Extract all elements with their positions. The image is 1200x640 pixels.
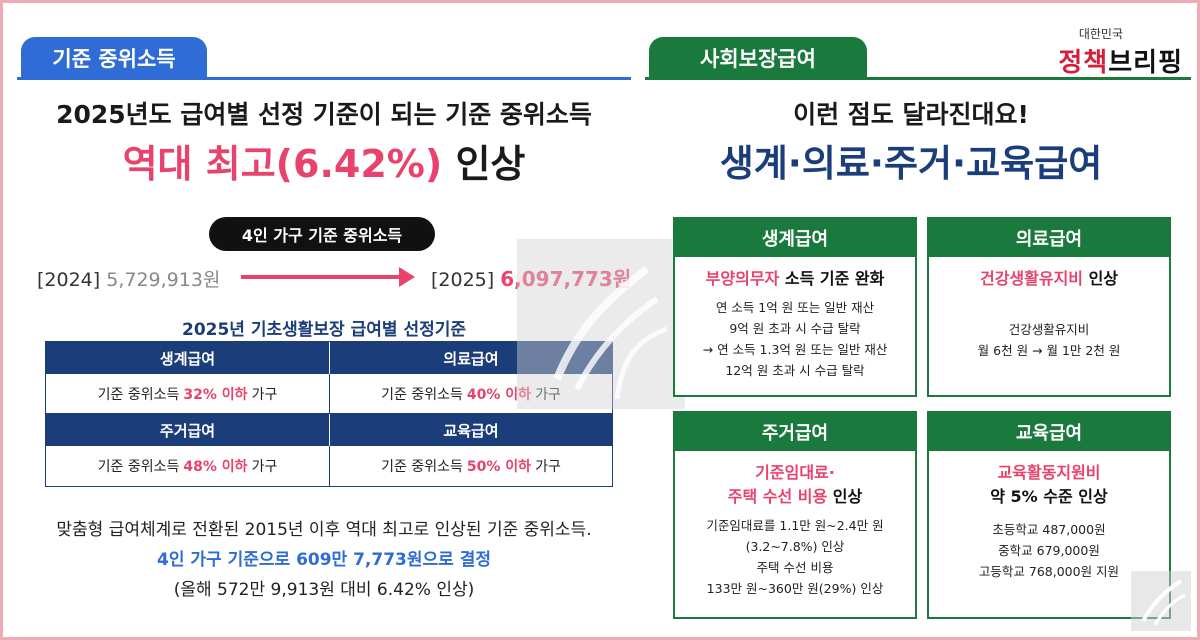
card-text: 초등학교 487,000원 중학교 679,000원 고등학교 768,000원… [929, 519, 1169, 582]
section-tab-median-income: 기준 중위소득 [21, 37, 207, 79]
card-text: 기준임대료를 1.1만 원~2.4만 원 (3.2~7.8%) 인상 주택 수선… [675, 515, 915, 599]
card-line: 133만 원~360만 원(29%) 인상 [706, 581, 884, 596]
title-highlight: 부양의무자 [705, 269, 780, 288]
household-pill: 4인 가구 기준 중위소득 [209, 217, 435, 251]
title-highlight: 건강생활유지비 [979, 269, 1084, 288]
benefit-card-education: 교육급여 교육활동지원비 약 5% 수준 인상 초등학교 487,000원 중학… [927, 411, 1171, 619]
table-cell: 기준 중위소득 40% 이하 가구 [329, 374, 612, 414]
table-caption: 2025년 기초생활보장 급여별 선정기준 [181, 320, 467, 340]
cell-prefix: 기준 중위소득 [97, 386, 180, 403]
title-highlight: 주택 수선 비용 [727, 487, 828, 506]
card-line: 중학교 679,000원 [998, 543, 1100, 558]
section-rule [645, 77, 1191, 80]
footnote-line-3: (올해 572만 9,913원 대비 6.42% 인상) [173, 580, 475, 600]
footnote-line-2: 4인 가구 기준으로 609만 7,773원으로 결정 [157, 550, 491, 570]
year-2025: [2025] [431, 269, 495, 291]
card-line: 9억 원 초과 시 수급 탈락 [729, 321, 861, 336]
brand-name-b: 브리핑 [1108, 48, 1183, 78]
card-body: 기준임대료· 주택 수선 비용 인상 기준임대료를 1.1만 원~2.4만 원 … [675, 451, 915, 599]
card-line: 연 소득 1억 원 또는 일반 재산 [715, 300, 875, 315]
card-line: 고등학교 768,000원 지원 [978, 564, 1120, 579]
card-line: → 연 소득 1.3억 원 또는 일반 재산 [702, 342, 888, 357]
card-header: 주거급여 [675, 413, 915, 451]
title-rest: 인상 [1083, 269, 1119, 288]
social-security-section: 사회보장급여 대한민국 정책브리핑 이런 점도 달라진대요! 생계·의료·주거·… [631, 25, 1191, 631]
benefit-card-housing: 주거급여 기준임대료· 주택 수선 비용 인상 기준임대료를 1.1만 원~2.… [673, 411, 917, 619]
brand-name: 정책브리핑 [1033, 42, 1183, 79]
headline-rest: 인상 [442, 142, 526, 186]
cell-pct: 32% 이하 [183, 386, 248, 403]
card-body: 건강생활유지비 인상 건강생활유지비 월 6천 원 → 월 1만 2천 원 [929, 257, 1169, 361]
right-subtitle: 이런 점도 달라진대요! [793, 100, 1029, 129]
card-text: 연 소득 1억 원 또는 일반 재산 9억 원 초과 시 수급 탈락 → 연 소… [675, 297, 915, 381]
title-rest: 인상 [827, 487, 863, 506]
table-cell: 기준 중위소득 32% 이하 가구 [46, 374, 329, 414]
table-header: 주거급여 [46, 414, 329, 446]
card-title: 교육활동지원비 약 5% 수준 인상 [929, 461, 1169, 509]
watermark-logo-icon [517, 239, 685, 409]
arrow-right-icon [241, 267, 415, 287]
card-title: 건강생활유지비 인상 [929, 267, 1169, 291]
cell-pct: 40% 이하 [466, 386, 532, 403]
cell-suffix: 가구 [535, 386, 561, 403]
cell-suffix: 가구 [251, 459, 278, 475]
title-rest: 소득 기준 완화 [779, 269, 885, 288]
card-line: 12억 원 초과 시 수급 탈락 [725, 363, 865, 378]
cell-prefix: 기준 중위소득 [97, 459, 180, 475]
table-header: 생계급여 [46, 342, 329, 374]
median-income-section: 기준 중위소득 2025년도 급여별 선정 기준이 되는 기준 중위소득 역대 … [17, 25, 631, 631]
card-title: 부양의무자 소득 기준 완화 [675, 267, 915, 291]
watermark-small-icon [1131, 571, 1191, 631]
policy-briefing-logo: 대한민국 정책브리핑 [1033, 25, 1183, 79]
card-header: 의료급여 [929, 219, 1169, 257]
benefit-card-medical: 의료급여 건강생활유지비 인상 건강생활유지비 월 6천 원 → 월 1만 2천… [927, 217, 1171, 397]
table-header: 교육급여 [329, 414, 612, 446]
card-line: 건강생활유지비 [1008, 322, 1090, 337]
cell-suffix: 가구 [251, 386, 278, 403]
income-2025: [2025] 6,097,773원 [431, 263, 631, 292]
brand-name-a: 정책 [1058, 48, 1109, 78]
card-line: 기준임대료를 1.1만 원~2.4만 원 [706, 518, 884, 533]
footnote-line-1: 맞춤형 급여체계로 전환된 2015년 이후 역대 최고로 인상된 기준 중위소… [56, 520, 592, 540]
brand-country: 대한민국 [1078, 27, 1123, 41]
headline-highlight: 역대 최고(6.42%) [122, 142, 443, 186]
year-2024: [2024] [37, 269, 101, 291]
card-body: 교육활동지원비 약 5% 수준 인상 초등학교 487,000원 중학교 679… [929, 451, 1169, 582]
cell-prefix: 기준 중위소득 [381, 386, 463, 403]
title-highlight: 기준임대료· [755, 463, 835, 482]
card-line: 월 6천 원 → 월 1만 2천 원 [977, 343, 1121, 358]
table-cell: 기준 중위소득 48% 이하 가구 [46, 446, 329, 486]
cell-pct: 50% 이하 [466, 459, 532, 475]
value-2025: 6,097,773원 [500, 267, 632, 291]
cell-suffix: 가구 [535, 459, 561, 475]
criteria-table: 생계급여 의료급여 기준 중위소득 32% 이하 가구 기준 중위소득 40% 이하 가… [45, 341, 613, 487]
title-highlight: 교육활동지원비 [997, 463, 1101, 482]
card-line: 초등학교 487,000원 [992, 522, 1106, 537]
section-tab-social-security: 사회보장급여 [649, 37, 867, 79]
card-header: 생계급여 [675, 219, 915, 257]
right-headline: 생계·의료·주거·교육급여 [719, 142, 1103, 185]
benefit-card-livelihood: 생계급여 부양의무자 소득 기준 완화 연 소득 1억 원 또는 일반 재산 9… [673, 217, 917, 397]
left-headline: 역대 최고(6.42%) 인상 [17, 133, 631, 188]
left-subtitle: 2025년도 급여별 선정 기준이 되는 기준 중위소득 [56, 100, 592, 129]
income-2024: [2024] 5,729,913원 [37, 265, 220, 292]
card-text: 건강생활유지비 월 6천 원 → 월 1만 2천 원 [929, 319, 1169, 361]
card-body: 부양의무자 소득 기준 완화 연 소득 1억 원 또는 일반 재산 9억 원 초… [675, 257, 915, 381]
cell-pct: 48% 이하 [183, 459, 248, 475]
table-cell: 기준 중위소득 50% 이하 가구 [329, 446, 612, 486]
card-line: 주택 수선 비용 [756, 560, 834, 575]
card-header: 교육급여 [929, 413, 1169, 451]
card-line: (3.2~7.8%) 인상 [745, 539, 845, 554]
value-2024: 5,729,913원 [106, 269, 221, 291]
section-rule [17, 77, 631, 80]
title-rest: 약 5% 수준 인상 [990, 487, 1108, 506]
cell-prefix: 기준 중위소득 [381, 459, 463, 475]
card-title: 기준임대료· 주택 수선 비용 인상 [675, 461, 915, 509]
